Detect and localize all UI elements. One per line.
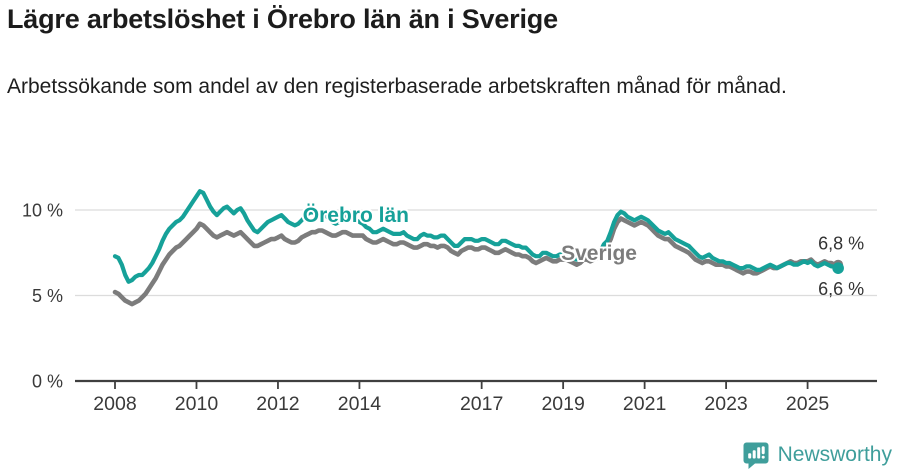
y-tick-label: 10 % — [22, 201, 63, 221]
series-end-dot-orebro — [832, 262, 844, 274]
end-value-label-sverige: 6,8 % — [818, 234, 864, 254]
newsworthy-brand-text: Newsworthy — [777, 443, 892, 466]
x-tick-label: 2010 — [175, 393, 219, 415]
x-tick-label: 2025 — [786, 393, 830, 415]
series-label-orebro: Örebro län — [303, 204, 409, 227]
page-title: Lägre arbetslöshet i Örebro län än i Sve… — [7, 4, 558, 34]
newsworthy-logo-icon — [743, 442, 769, 469]
x-tick-label: 2023 — [704, 393, 747, 415]
series-label-sverige: Sverige — [561, 242, 637, 265]
newsworthy-brand: Newsworthy — [742, 441, 892, 469]
series-line-sverige — [112, 216, 841, 307]
x-tick-label: 2012 — [256, 393, 299, 415]
y-tick-label: 0 % — [32, 372, 63, 392]
x-tick-label: 2008 — [93, 393, 136, 415]
x-tick-label: 2021 — [623, 393, 666, 415]
chart-subtitle: Arbetssökande som andel av den registerb… — [7, 75, 787, 98]
y-tick-label: 5 % — [32, 286, 63, 306]
series-line-orebro — [112, 189, 841, 284]
x-tick-label: 2014 — [338, 393, 382, 415]
end-value-label-orebro: 6,6 % — [818, 279, 864, 299]
x-tick-label: 2017 — [460, 393, 503, 415]
x-tick-label: 2019 — [541, 393, 584, 415]
